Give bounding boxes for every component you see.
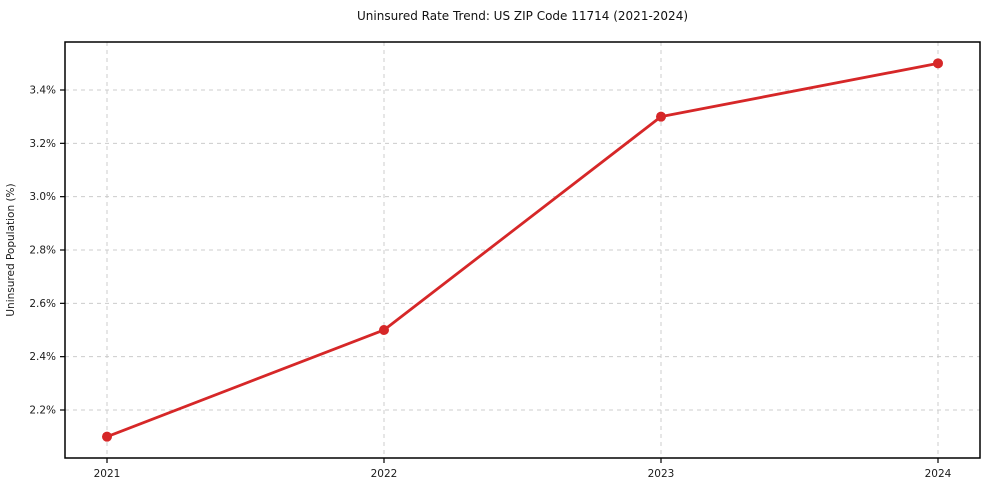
- data-point: [656, 111, 666, 122]
- y-tick-label: 3.0%: [29, 191, 56, 203]
- y-tick-label: 2.6%: [29, 298, 56, 310]
- x-tick-label: 2023: [648, 468, 675, 480]
- chart-title: Uninsured Rate Trend: US ZIP Code 11714 …: [356, 9, 689, 23]
- y-axis-label: Uninsured Population (%): [5, 183, 17, 316]
- data-point: [933, 58, 943, 69]
- y-tick-label: 2.8%: [29, 245, 56, 257]
- plot-border: [64, 41, 981, 459]
- y-tick-label: 3.4%: [29, 85, 56, 97]
- data-point: [102, 431, 112, 442]
- y-tick-label: 2.4%: [29, 351, 56, 363]
- data-point: [379, 325, 389, 335]
- y-tick-label: 2.2%: [29, 405, 56, 417]
- y-tick-label: 3.2%: [29, 138, 56, 150]
- trend-line: [105, 61, 940, 439]
- x-tick-label: 2024: [925, 468, 952, 480]
- x-tick-label: 2022: [371, 468, 398, 480]
- x-tick-label: 2021: [94, 468, 121, 480]
